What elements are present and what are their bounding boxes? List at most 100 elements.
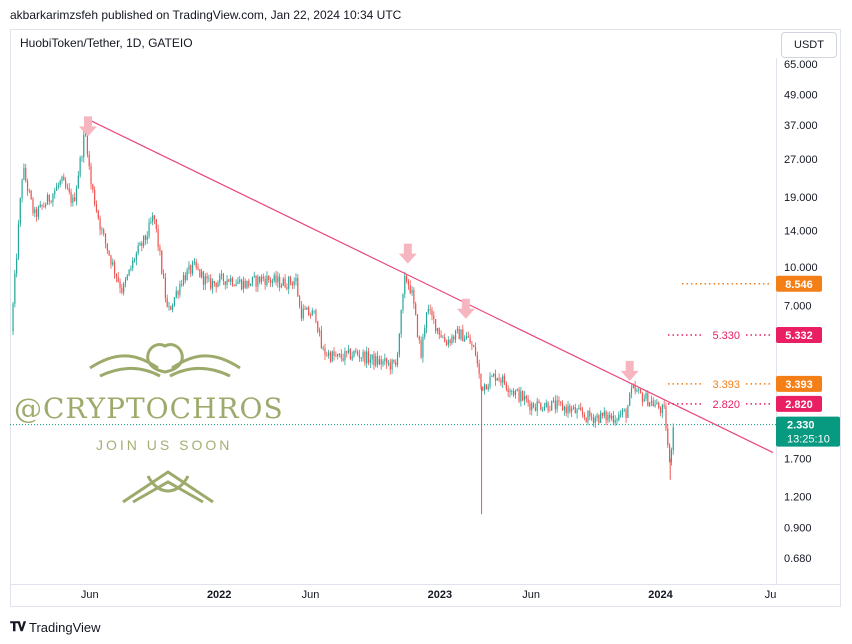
candle-body xyxy=(318,330,321,332)
candle-body xyxy=(483,384,486,391)
candle-body xyxy=(409,285,411,294)
pivot-arrow-icon[interactable] xyxy=(398,243,417,264)
candle-body xyxy=(344,351,346,361)
candle-body xyxy=(498,378,500,380)
publisher-line: akbarkarimzsfeh published on TradingView… xyxy=(10,8,402,22)
candle-body xyxy=(654,404,656,407)
candle-body xyxy=(112,262,114,265)
candle-body xyxy=(190,265,192,274)
y-tick-label: 37.000 xyxy=(784,120,818,132)
candle-body xyxy=(250,283,252,286)
candle-body xyxy=(130,268,132,270)
candle-body xyxy=(210,278,212,289)
candle-body xyxy=(442,337,444,339)
candle-body xyxy=(271,280,273,283)
level-badge[interactable] xyxy=(776,395,822,412)
candle-body xyxy=(110,255,112,265)
candle-body xyxy=(90,166,92,185)
level-text: 2.820 xyxy=(712,399,740,411)
x-tick-label: Jun xyxy=(302,589,320,601)
candle-body xyxy=(121,287,123,293)
candle-body xyxy=(123,283,125,293)
candle-body xyxy=(529,402,531,411)
candle-body xyxy=(289,276,292,284)
candle-body xyxy=(101,229,103,231)
candle-body xyxy=(108,250,110,256)
level-badge[interactable] xyxy=(776,375,822,392)
candle-body xyxy=(77,175,79,188)
candle-body xyxy=(471,343,473,346)
candle-body xyxy=(411,290,413,294)
candle-body xyxy=(536,401,538,411)
candle-body xyxy=(150,221,152,223)
candle-body xyxy=(239,279,241,282)
candle-body xyxy=(609,414,611,419)
candle-body xyxy=(444,337,446,343)
candle-body xyxy=(620,414,622,416)
candle-body xyxy=(366,351,368,364)
candle-body xyxy=(355,351,357,352)
candle-body xyxy=(364,351,366,364)
candle-body xyxy=(268,275,270,280)
candle-body xyxy=(505,383,507,389)
candle-body xyxy=(48,194,50,202)
candle-body xyxy=(61,176,63,181)
candle-body xyxy=(65,180,67,188)
candle-body xyxy=(467,336,469,338)
candle-body xyxy=(387,362,390,364)
candle-body xyxy=(503,376,506,384)
candle-body xyxy=(360,357,362,359)
candle-body xyxy=(532,403,535,408)
level-badge[interactable] xyxy=(776,326,822,343)
candle-body xyxy=(68,188,70,192)
candle-body xyxy=(440,334,442,338)
candle-body xyxy=(551,400,553,411)
level-badge[interactable] xyxy=(776,275,822,292)
candle-body xyxy=(75,187,78,202)
candle-body xyxy=(30,190,32,200)
candle-body xyxy=(407,281,410,286)
level-badge-label: 3.393 xyxy=(785,379,813,391)
level-badge-label: 2.820 xyxy=(785,399,813,411)
candle-body xyxy=(34,209,36,214)
candle-body xyxy=(357,351,359,355)
pivot-arrow-icon[interactable] xyxy=(456,298,475,319)
candle-body xyxy=(625,409,627,418)
candle-body xyxy=(86,126,88,155)
candle-body xyxy=(465,336,468,339)
tradingview-footer[interactable]: 𝐓𝐕 TradingView xyxy=(10,619,101,635)
pivot-arrow-icon[interactable] xyxy=(620,360,639,381)
last-price-badge[interactable] xyxy=(776,416,840,447)
y-tick-label: 65.000 xyxy=(784,59,818,71)
candle-body xyxy=(172,305,174,310)
candle-body xyxy=(175,291,177,298)
candle-body xyxy=(324,347,326,355)
candle-body xyxy=(371,354,373,360)
candle-body xyxy=(199,269,201,277)
candle-body xyxy=(389,362,391,370)
candle-body xyxy=(605,411,607,421)
candle-body xyxy=(516,389,518,391)
candle-body xyxy=(451,336,453,344)
descending-trendline[interactable] xyxy=(87,118,774,454)
candle-body xyxy=(32,199,34,214)
candle-body xyxy=(26,180,29,191)
footer-brand: TradingView xyxy=(29,619,101,635)
candle-body xyxy=(320,330,322,349)
candle-body xyxy=(571,408,573,412)
candle-body xyxy=(636,390,638,392)
candle-body xyxy=(380,359,382,365)
candle-body xyxy=(37,207,40,217)
candle-body xyxy=(543,406,546,410)
candle-body xyxy=(422,336,424,358)
candle-body xyxy=(643,398,645,402)
candle-body xyxy=(124,279,127,284)
candle-body xyxy=(351,356,353,360)
candle-body xyxy=(208,278,210,280)
level-badge-label: 5.332 xyxy=(785,330,813,342)
candle-body xyxy=(117,277,119,282)
candle-body xyxy=(81,157,83,158)
pivot-arrow-icon[interactable] xyxy=(78,116,97,137)
currency-button[interactable]: USDT xyxy=(781,32,837,58)
